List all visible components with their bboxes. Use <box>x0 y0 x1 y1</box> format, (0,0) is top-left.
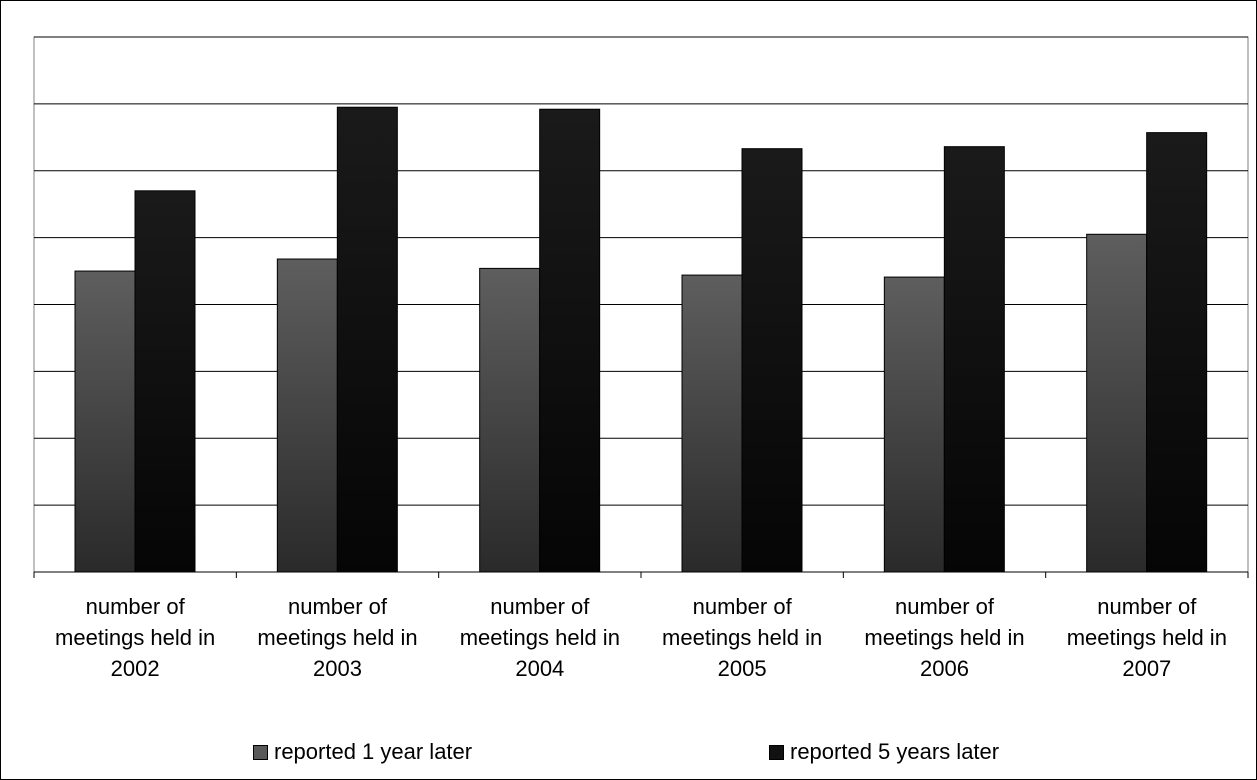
x-tick-label-line: number of <box>490 594 590 619</box>
bar-series-2-cat-4 <box>741 148 803 573</box>
x-tick-label-line: meetings held in <box>864 625 1025 650</box>
bar-series-2-cat-5 <box>943 146 1005 573</box>
legend-item-reported-5-years-later: reported 5 years later <box>769 737 999 767</box>
x-tick-label: number of meetings held in 2007 <box>1049 591 1245 684</box>
bar-series-1-cat-1 <box>74 270 136 573</box>
x-tick-label-line: meetings held in <box>662 625 823 650</box>
legend-label-series-2: reported 5 years later <box>790 739 1000 764</box>
x-tick-label-line: number of <box>85 594 185 619</box>
x-tick-label-line: 2007 <box>1122 656 1172 681</box>
gridlines <box>34 36 1248 506</box>
bar-series-1-cat-5 <box>883 276 945 573</box>
x-tick-label: number of meetings held in 2005 <box>644 591 840 684</box>
x-tick-label-line: meetings held in <box>1066 625 1227 650</box>
bars <box>74 106 1208 573</box>
bar-series-2-cat-1 <box>134 190 196 573</box>
legend-item-reported-1-year-later: reported 1 year later <box>253 737 472 767</box>
legend-swatch-series-1 <box>253 744 268 760</box>
legend-label-series-1: reported 1 year later <box>274 739 473 764</box>
x-tick-label-line: 2005 <box>717 656 767 681</box>
bar-series-2-cat-2 <box>336 106 398 573</box>
x-tick-label-line: meetings held in <box>459 625 620 650</box>
x-tick-label-line: 2002 <box>110 656 160 681</box>
x-tick-label-line: number of <box>894 594 995 619</box>
x-tick-label-line: 2006 <box>920 656 969 681</box>
x-tick-label-line: 2003 <box>313 656 362 681</box>
x-tick-label: number of meetings held in 2006 <box>847 591 1043 684</box>
x-tick-label-line: meetings held in <box>257 625 418 650</box>
x-axis-ticks <box>33 572 1249 578</box>
bar-series-1-cat-6 <box>1086 233 1148 573</box>
x-tick-label: number of meetings held in 2004 <box>442 591 638 684</box>
x-tick-label-line: number of <box>692 594 792 619</box>
x-tick-label-line: meetings held in <box>55 625 216 650</box>
x-tick-label: number of meetings held in 2002 <box>37 591 233 684</box>
bar-series-2-cat-3 <box>539 108 601 573</box>
bar-series-1-cat-4 <box>681 274 743 573</box>
bar-series-2-cat-6 <box>1146 132 1208 573</box>
legend-swatch-series-2 <box>769 744 784 760</box>
bar-series-1-cat-2 <box>276 258 338 573</box>
bar-series-1-cat-3 <box>479 267 541 573</box>
x-tick-label-line: 2004 <box>515 656 565 681</box>
x-tick-label-line: number of <box>287 594 388 619</box>
x-tick-label: number of meetings held in 2003 <box>240 591 436 684</box>
x-tick-label-line: number of <box>1097 594 1197 619</box>
